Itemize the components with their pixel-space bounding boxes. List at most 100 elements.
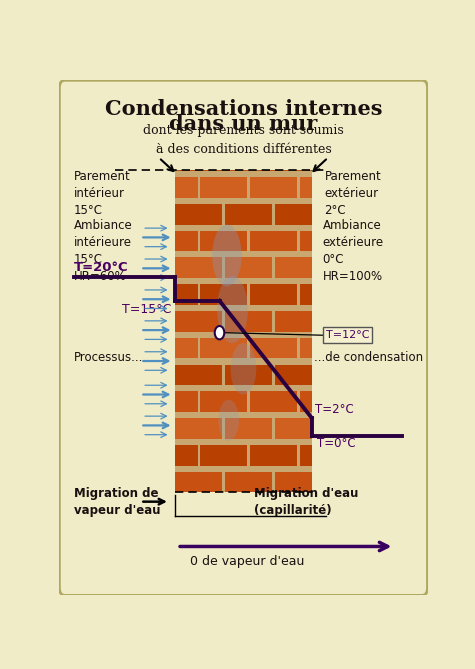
Bar [222, 306, 225, 332]
Bar [250, 225, 297, 252]
Bar [175, 386, 198, 412]
Bar [300, 440, 312, 466]
Bar [175, 413, 222, 439]
Text: Condensations internes: Condensations internes [104, 98, 382, 118]
Bar [175, 439, 312, 445]
Bar [275, 199, 312, 225]
Bar [175, 172, 198, 198]
Bar [300, 225, 312, 252]
Bar [250, 332, 297, 359]
Bar [175, 225, 312, 231]
Ellipse shape [217, 276, 248, 343]
Text: Ambiance
intérieure
15°C
HR=60%: Ambiance intérieure 15°C HR=60% [74, 219, 133, 284]
Bar [272, 359, 275, 385]
Bar [250, 386, 297, 412]
Bar [222, 199, 225, 225]
Bar [300, 279, 312, 305]
FancyBboxPatch shape [59, 80, 428, 595]
Bar [198, 279, 200, 305]
Bar [272, 306, 275, 332]
Bar [175, 306, 222, 332]
Bar [200, 225, 247, 252]
Bar [198, 172, 200, 198]
Bar [272, 413, 275, 439]
Bar [175, 332, 312, 338]
Bar [222, 359, 225, 385]
Bar [247, 386, 250, 412]
Bar [300, 386, 312, 412]
Bar [175, 467, 222, 492]
Bar [175, 305, 312, 311]
Text: T=20°C: T=20°C [74, 262, 129, 274]
Bar [200, 386, 247, 412]
Bar [175, 385, 312, 391]
Bar [225, 306, 272, 332]
Circle shape [215, 326, 224, 339]
Ellipse shape [218, 399, 239, 441]
Bar [175, 198, 312, 204]
Bar [175, 225, 198, 252]
Bar [247, 332, 250, 359]
Bar [200, 440, 247, 466]
Bar [272, 467, 275, 492]
Bar [225, 359, 272, 385]
Bar [225, 413, 272, 439]
Text: T=12°C: T=12°C [325, 330, 369, 341]
Bar [200, 279, 247, 305]
Bar [222, 252, 225, 278]
Ellipse shape [230, 343, 256, 395]
Bar [198, 225, 200, 252]
Bar [198, 332, 200, 359]
Text: Parement
intérieur
15°C: Parement intérieur 15°C [74, 171, 131, 217]
Bar [222, 467, 225, 492]
Text: T=0°C: T=0°C [317, 438, 356, 450]
Bar [247, 440, 250, 466]
Bar [175, 359, 222, 385]
Bar [175, 412, 312, 418]
Bar [175, 171, 312, 177]
Text: Ambiance
extérieure
0°C
HR=100%: Ambiance extérieure 0°C HR=100% [323, 219, 384, 284]
Bar [175, 252, 312, 258]
Bar [225, 467, 272, 492]
Bar [297, 386, 300, 412]
Bar [198, 386, 200, 412]
Text: Migration d'eau
(capillarité): Migration d'eau (capillarité) [255, 486, 359, 516]
Bar [175, 332, 198, 359]
Text: Migration de
vapeur d'eau: Migration de vapeur d'eau [74, 486, 161, 516]
Bar [175, 466, 312, 472]
Bar [175, 279, 198, 305]
Bar [200, 332, 247, 359]
Bar [297, 225, 300, 252]
Bar [297, 172, 300, 198]
Text: dont les parements sont soumis
à des conditions différentes: dont les parements sont soumis à des con… [143, 124, 344, 156]
Bar [175, 278, 312, 284]
Bar [275, 359, 312, 385]
Text: dans un mur: dans un mur [169, 114, 318, 134]
Text: T=15°C: T=15°C [122, 303, 171, 316]
Text: Parement
extérieur
2°C: Parement extérieur 2°C [324, 171, 381, 217]
Bar [275, 252, 312, 278]
Bar [250, 279, 297, 305]
Ellipse shape [212, 225, 242, 286]
Bar [247, 225, 250, 252]
Bar [175, 171, 312, 492]
Bar [300, 332, 312, 359]
Text: Processus...: Processus... [74, 351, 143, 364]
Bar [175, 440, 198, 466]
Bar [250, 440, 297, 466]
Text: T=2°C: T=2°C [315, 403, 354, 416]
Bar [275, 413, 312, 439]
Bar [247, 172, 250, 198]
Bar [225, 199, 272, 225]
Bar [297, 279, 300, 305]
Text: 0 de vapeur d'eau: 0 de vapeur d'eau [190, 555, 304, 568]
Bar [175, 359, 312, 365]
Bar [175, 199, 222, 225]
Bar [272, 252, 275, 278]
Bar [198, 440, 200, 466]
Bar [275, 306, 312, 332]
Bar [200, 172, 247, 198]
Bar [175, 252, 222, 278]
Bar [225, 252, 272, 278]
Bar [300, 172, 312, 198]
